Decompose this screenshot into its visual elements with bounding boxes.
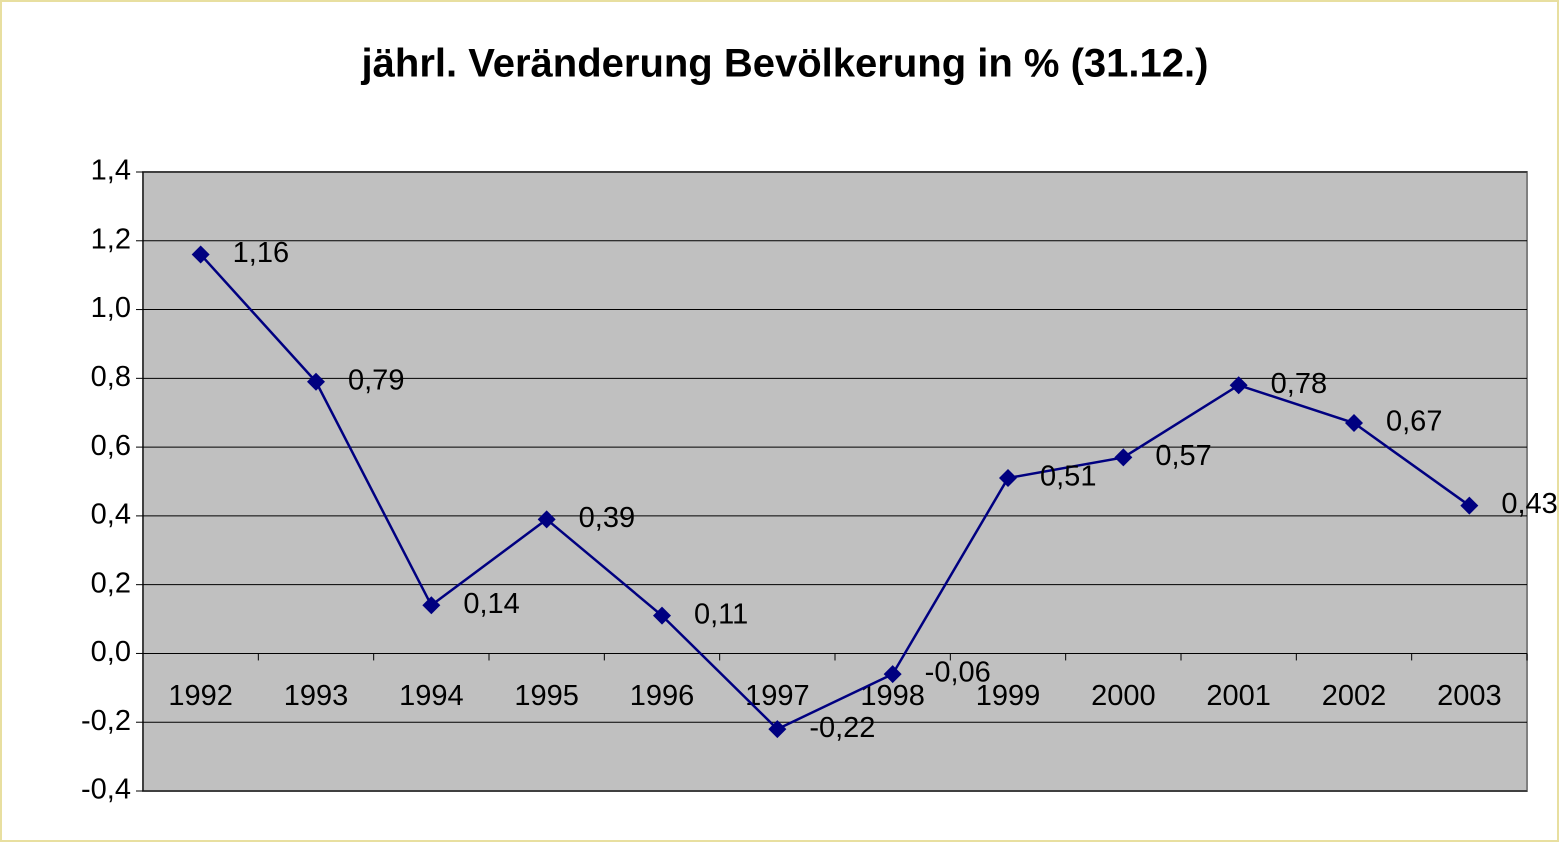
data-label: 0,43	[1501, 488, 1557, 520]
data-label: -0,06	[925, 657, 991, 689]
data-point	[768, 720, 787, 739]
x-tick-label: 2001	[1206, 680, 1271, 712]
y-tick-label: 0,4	[91, 499, 131, 531]
y-tick-label: 0,2	[91, 567, 131, 599]
data-label: 0,51	[1040, 461, 1096, 493]
data-point	[1229, 376, 1248, 395]
x-tick-label: 1992	[168, 680, 233, 712]
data-point	[1114, 448, 1133, 467]
data-label: 0,79	[348, 364, 404, 396]
y-tick-label: 0,6	[91, 430, 131, 462]
data-label: 0,78	[1271, 368, 1327, 400]
y-tick-label: -0,4	[81, 774, 131, 806]
data-label: 0,57	[1155, 440, 1211, 472]
data-point	[422, 596, 441, 615]
data-point	[653, 606, 671, 625]
chart-title: jährl. Veränderung Bevölkerung in % (31.…	[361, 42, 1209, 86]
data-label: -0,22	[809, 712, 875, 744]
y-tick-label: -0,2	[81, 705, 131, 737]
y-tick-label: 1,4	[91, 155, 131, 187]
x-tick-label: 2000	[1091, 680, 1156, 712]
data-point	[537, 510, 556, 529]
data-point	[307, 372, 325, 391]
y-tick-label: 0,0	[91, 636, 131, 668]
data-label: 0,11	[694, 598, 748, 630]
data-point	[191, 245, 210, 264]
data-point	[1345, 414, 1363, 433]
x-tick-label: 1993	[284, 680, 349, 712]
x-tick-label: 2003	[1437, 680, 1502, 712]
y-tick-label: 1,2	[91, 223, 131, 255]
x-tick-label: 1996	[630, 680, 695, 712]
x-tick-label: 1999	[976, 680, 1041, 712]
y-tick-label: 1,0	[91, 292, 131, 324]
series-line	[199, 253, 1471, 731]
y-tick-label: 0,8	[91, 361, 131, 393]
plot-area	[142, 171, 1528, 792]
data-label: 0,39	[579, 502, 635, 534]
data-label: 0,14	[463, 588, 519, 620]
x-tick-label: 1994	[399, 680, 464, 712]
data-label: 1,16	[233, 237, 289, 269]
data-point	[883, 665, 902, 684]
x-tick-label: 1995	[514, 680, 579, 712]
data-label: 0,67	[1386, 406, 1442, 438]
x-tick-label: 2002	[1322, 680, 1387, 712]
data-point	[1460, 496, 1479, 515]
data-point	[999, 469, 1017, 488]
